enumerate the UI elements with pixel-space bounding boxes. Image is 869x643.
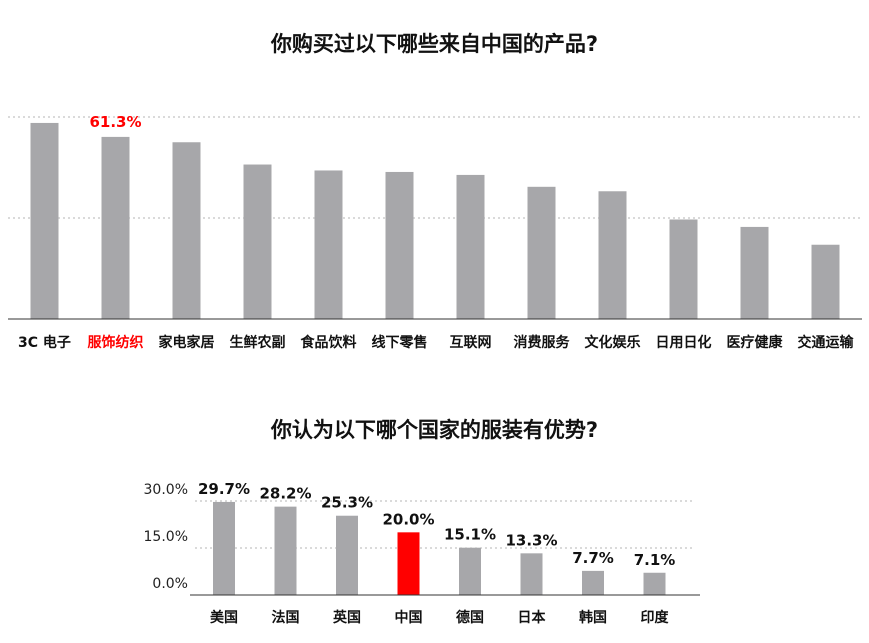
chart-2-data-label-7: 7.1%: [634, 551, 676, 569]
chart-1-bar-10: [740, 226, 769, 319]
chart-1-title: 你购买过以下哪些来自中国的产品?: [270, 32, 599, 56]
chart-2-category-label-3: 中国: [395, 609, 423, 626]
chart-2-data-label-0: 29.7%: [198, 480, 250, 498]
chart-2-category-label-2: 英国: [332, 609, 361, 626]
chart-2-ytick-label-0: 30.0%: [144, 482, 188, 498]
chart-1-category-label-7: 消费服务: [514, 334, 571, 351]
chart-1-category-label-10: 医疗健康: [727, 334, 784, 351]
chart-2-bar-7: [643, 572, 666, 595]
chart-1-products: 3C 电子 服饰纺织 61.3% 家电家居 生鲜农副 食品饮料 线下零售 互联网 消费服务 文化娱…: [8, 113, 862, 351]
chart-2-category-label-5: 日本: [518, 609, 547, 626]
chart-1-bar-3: [243, 164, 272, 319]
chart-2-data-label-3: 20.0%: [382, 510, 434, 528]
chart-1-bar-11: [811, 244, 840, 319]
chart-1-category-label-6: 互联网: [450, 335, 492, 351]
chart-1-bar-8: [598, 191, 627, 319]
chart-1-category-label-0: 3C 电子: [18, 334, 71, 351]
chart-2-data-label-1: 28.2%: [259, 485, 311, 503]
chart-1-category-label-2: 家电家居: [159, 334, 215, 351]
chart-2-category-label-7: 印度: [641, 609, 670, 626]
chart-2-bar-2: [336, 515, 358, 595]
chart-1-data-label-1: 61.3%: [89, 113, 141, 131]
chart-2-ytick-label-1: 15.0%: [144, 529, 188, 545]
chart-2-data-label-5: 13.3%: [505, 531, 557, 549]
chart-2-category-label-0: 美国: [210, 609, 238, 626]
chart-1-bar-4: [314, 170, 343, 319]
chart-2-bar-3: [397, 532, 420, 595]
chart-1-category-label-9: 日用日化: [656, 334, 712, 351]
chart-2-data-label-6: 7.7%: [572, 549, 614, 567]
chart-1-bar-0: [30, 122, 59, 319]
chart-2-data-label-2: 25.3%: [321, 494, 373, 512]
chart-1-bar-5: [385, 171, 414, 319]
chart-1-bar-9: [669, 219, 698, 319]
chart-1-category-label-3: 生鲜农副: [230, 334, 286, 351]
chart-1-bar-2: [172, 142, 201, 319]
chart-1-bar-6: [456, 174, 485, 319]
chart-1-category-label-11: 交通运输: [798, 334, 855, 351]
chart-2-bar-5: [520, 553, 543, 595]
chart-2-data-label-4: 15.1%: [444, 526, 496, 544]
chart-1-bar-1: [101, 136, 130, 319]
chart-1-category-label-1: 服饰纺织: [88, 334, 144, 351]
chart-1-bar-7: [527, 186, 556, 319]
chart-2-bar-0: [213, 501, 235, 595]
chart-1-category-label-5: 线下零售: [372, 334, 428, 351]
chart-2-bar-4: [459, 547, 481, 595]
chart-2-category-label-6: 韩国: [579, 609, 607, 626]
chart-1-category-label-8: 文化娱乐: [585, 334, 641, 351]
chart-1-category-label-4: 食品饮料: [301, 334, 357, 351]
chart-2-bar-6: [582, 570, 604, 595]
chart-2-title: 你认为以下哪个国家的服装有优势?: [270, 418, 599, 442]
chart-2-bar-1: [274, 506, 297, 595]
chart-2-category-label-4: 德国: [456, 609, 484, 626]
chart-2-category-label-1: 法国: [272, 609, 300, 626]
chart-2-ytick-label-2: 0.0%: [152, 576, 188, 592]
